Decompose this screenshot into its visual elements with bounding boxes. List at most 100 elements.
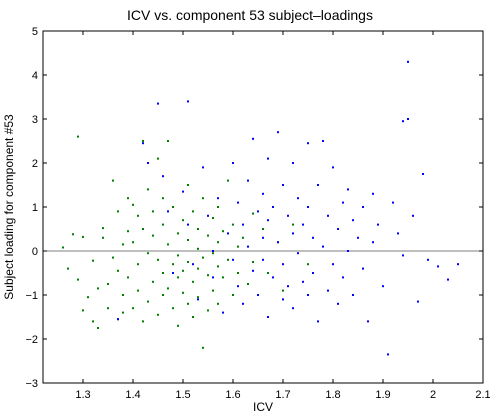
data-point-s0-77: [207, 274, 209, 277]
y-tick-label: 4: [32, 70, 38, 82]
data-point-s0-18: [117, 210, 119, 213]
plot-frame: [42, 30, 484, 384]
data-point-s1-88: [407, 118, 409, 120]
data-point-s1-13: [207, 214, 209, 217]
data-point-s1-36: [267, 316, 269, 318]
data-point-s1-30: [257, 294, 259, 296]
x-tick-label: 1.5: [175, 389, 190, 401]
data-point-s0-80: [212, 252, 214, 255]
data-point-s1-65: [332, 263, 334, 266]
data-point-s1-0: [117, 318, 119, 321]
data-point-s0-52: [172, 206, 174, 208]
data-point-s1-46: [292, 162, 294, 164]
axis-ticks: 1.3 1.4 1.5 1.6 1.7 1.8 1.9 2 2.1 −3 −2 −1 0 1 2 3 4 5: [25, 26, 490, 401]
data-point-s1-6: [172, 272, 174, 274]
data-point-s1-90: [417, 300, 419, 303]
data-point-s0-92: [237, 245, 239, 248]
data-point-s1-60: [322, 140, 324, 142]
data-point-s0-67: [192, 280, 194, 283]
data-point-s0-49: [167, 243, 169, 246]
data-point-s1-79: [372, 241, 374, 244]
data-point-s1-64: [332, 166, 334, 169]
data-point-s1-66: [337, 228, 339, 230]
data-point-s0-65: [187, 302, 189, 305]
y-tick-label: −3: [25, 378, 38, 390]
data-point-s1-47: [292, 232, 294, 235]
data-point-s1-76: [362, 267, 364, 270]
data-point-s0-44: [157, 313, 159, 316]
y-tick-label: −2: [25, 334, 38, 346]
data-point-s0-26: [127, 276, 129, 279]
data-point-s1-95: [457, 263, 459, 266]
data-point-s0-75: [202, 346, 204, 349]
data-point-s0-37: [147, 252, 149, 255]
data-point-s1-34: [267, 157, 269, 160]
data-point-s0-87: [222, 276, 224, 279]
data-point-s0-11: [97, 327, 99, 329]
data-point-s0-10: [97, 287, 99, 290]
data-point-s1-69: [342, 276, 344, 279]
data-point-s1-31: [262, 192, 264, 195]
x-tick-label: 2.1: [475, 389, 490, 401]
data-point-s0-66: [192, 210, 194, 213]
data-point-s1-54: [307, 206, 309, 208]
data-point-s1-16: [217, 197, 219, 200]
data-point-s1-4: [162, 175, 164, 178]
data-point-s1-93: [437, 265, 439, 268]
data-point-s0-70: [197, 247, 199, 250]
data-point-s1-39: [277, 131, 279, 134]
data-point-s1-8: [187, 100, 189, 103]
data-point-s0-60: [182, 269, 184, 272]
data-point-s1-48: [292, 307, 294, 310]
data-point-s0-29: [132, 307, 134, 310]
data-point-s1-58: [317, 184, 319, 186]
data-point-s1-92: [427, 258, 429, 261]
y-tick-label: 1: [32, 202, 38, 214]
data-point-s0-28: [132, 241, 134, 244]
data-point-s0-98: [262, 228, 264, 230]
data-point-s1-83: [392, 201, 394, 204]
data-point-s0-0: [62, 246, 64, 249]
data-point-s1-70: [347, 188, 349, 191]
data-point-s0-41: [152, 280, 154, 283]
x-axis-label: ICV: [253, 400, 273, 414]
data-point-s0-7: [87, 296, 89, 299]
data-point-s0-57: [177, 276, 179, 279]
data-point-s0-8: [92, 259, 94, 262]
data-point-s1-24: [242, 302, 244, 305]
data-point-s1-78: [372, 192, 374, 195]
chart-title: ICV vs. component 53 subject–loadings: [127, 7, 373, 23]
data-point-s1-63: [327, 289, 329, 292]
data-point-s0-53: [172, 263, 174, 266]
data-point-s0-101: [282, 289, 284, 292]
data-point-s0-23: [122, 311, 124, 314]
data-point-s1-1: [142, 142, 144, 145]
data-point-s0-24: [127, 197, 129, 200]
data-point-s1-72: [352, 219, 354, 222]
data-point-s1-45: [287, 285, 289, 288]
data-point-s0-43: [157, 258, 159, 261]
data-point-s1-53: [307, 142, 309, 145]
data-point-s1-18: [227, 232, 229, 235]
data-point-s0-32: [137, 289, 139, 292]
data-point-s0-76: [207, 234, 209, 237]
data-point-s1-19: [232, 162, 234, 164]
data-point-s1-68: [342, 201, 344, 204]
data-point-s0-61: [182, 291, 184, 294]
data-point-s0-15: [107, 307, 109, 310]
data-point-s1-91: [422, 173, 424, 175]
data-point-s0-5: [82, 235, 84, 238]
data-point-s1-10: [192, 263, 194, 266]
data-point-s0-36: [147, 188, 149, 191]
data-point-s0-51: [167, 140, 169, 142]
data-point-s0-96: [252, 212, 254, 215]
data-point-s1-87: [407, 60, 409, 63]
data-point-s1-42: [282, 263, 284, 266]
data-point-s1-51: [302, 223, 304, 226]
data-point-s1-59: [317, 320, 319, 323]
data-point-s1-43: [282, 298, 284, 301]
data-point-s0-69: [197, 228, 199, 230]
data-point-s1-73: [352, 294, 354, 296]
data-point-s1-52: [302, 280, 304, 283]
